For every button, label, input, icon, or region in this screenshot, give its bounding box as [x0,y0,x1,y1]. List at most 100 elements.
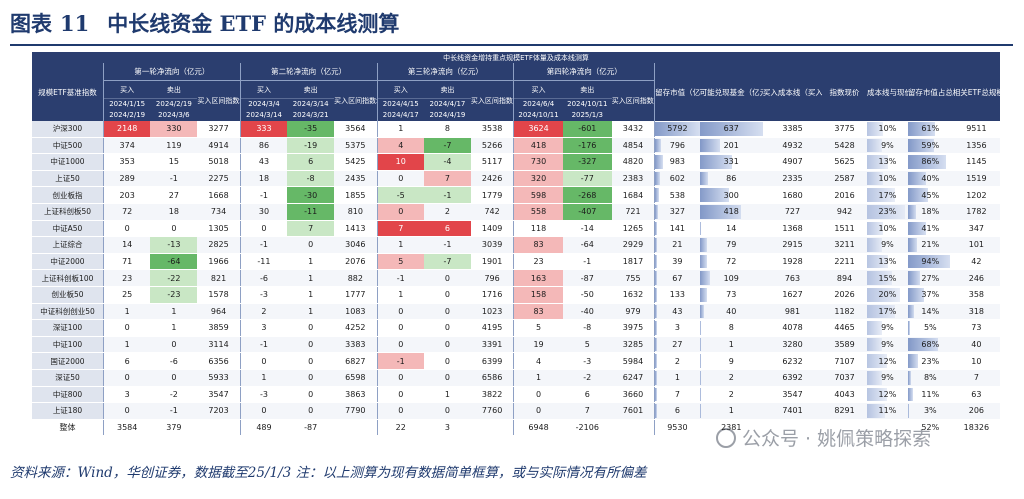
value-cell: 0 [102,402,151,420]
value-cell: 2 [699,369,763,387]
value-cell: 318 [952,303,1000,321]
value-cell: 133 [654,286,700,304]
data-bar [907,337,939,352]
data-bar [867,271,892,285]
index-name-cell: 沪深300 [32,121,104,138]
value-cell: -6 [150,352,198,370]
value-cell: 4820 [611,153,655,171]
value-cell: 7 [952,369,1000,387]
value-cell: 6827 [334,352,378,370]
value-cell: 158 [513,286,563,304]
value-cell: 0 [423,286,471,304]
table-row: 中证科创创业50 1 1 964 2 1 1083 0 0 1023 83 -40 979 43 40 981… [32,303,1000,321]
value-cell: 721 [611,203,655,221]
value-cell: 9% [867,336,908,354]
value-cell: -87 [562,269,612,287]
index-name-cell: 中证2000 [32,253,104,271]
r3-sell-period: 2024/4/17 2024/4/19 [423,98,471,121]
data-bar [655,238,657,252]
value-cell: 12% [867,386,908,404]
data-bar [907,171,926,186]
data-bar [699,122,763,136]
value-cell: 821 [197,269,241,287]
r1-range-head: 买入区间指数均价 [197,80,241,121]
data-bar [907,238,918,252]
value-cell: 1 [102,303,151,321]
value-cell: -3 [239,386,288,404]
value-cell: 2026 [822,286,868,304]
data-bar [907,155,947,169]
value-cell: 3432 [611,121,655,138]
value-cell: 63 [952,386,1000,404]
value-cell: 5% [907,319,953,337]
table-row: 中证A50 0 0 1305 0 7 1413 7 6 1409 118 -14 1265 141 14 13… [32,220,1000,238]
value-cell: 0 [287,402,335,420]
value-cell: 602 [654,170,700,188]
value-cell [867,418,908,435]
data-bar [867,404,885,418]
data-bar [867,304,895,319]
value-cell: 2383 [611,170,655,188]
value-cell: -8 [562,319,612,337]
value-cell: 3383 [334,336,378,354]
value-cell: 1305 [197,220,241,238]
data-bar [655,354,657,368]
value-cell: 3 [654,319,700,337]
value-cell: 45% [907,186,953,204]
value-cell: 882 [334,269,378,287]
value-cell: 11% [907,386,953,404]
value-cell: 1684 [611,186,655,204]
value-cell: 5792 [654,121,700,138]
value-cell: 942 [822,203,868,221]
value-cell: 4043 [822,386,868,404]
value-cell: 30 [239,203,288,221]
data-bar [699,238,708,252]
value-cell: 67 [654,269,700,287]
value-cell: 0 [287,236,335,254]
value-cell: 2211 [822,253,868,271]
data-bar [699,337,702,352]
value-cell: 4078 [762,319,823,337]
value-cell: 37% [907,286,953,304]
value-cell: 418 [699,203,763,221]
figure-number: 11 [60,11,90,36]
data-bar [699,404,702,418]
value-cell: 10% [867,121,908,138]
value-cell: 331 [699,153,763,171]
index-name-cell: 中证科创创业50 [32,303,104,321]
data-bar [655,321,657,335]
value-cell: -2106 [562,418,612,435]
data-bar [867,287,900,302]
value-cell: 21 [654,236,700,254]
value-cell: 1966 [197,253,241,271]
value-cell: 9% [867,137,908,155]
value-cell: -407 [562,203,612,221]
data-bar [867,321,882,335]
table-row: 沪深300 2148 330 3277 333 -35 3564 1 8 3538 3624 -601… [32,121,1000,138]
r4-sell-period: 2024/10/11 2025/1/3 [562,98,612,121]
value-cell: 2 [699,386,763,404]
value-cell: 1519 [952,170,1000,188]
value-cell: 2335 [762,170,823,188]
value-cell: 3547 [762,386,823,404]
value-cell: 1023 [470,303,514,321]
value-cell: 94% [907,253,953,271]
data-bar [907,254,951,269]
value-cell: 0 [287,336,335,354]
value-cell: 0 [423,402,471,420]
data-bar [655,155,663,169]
value-cell: 3211 [822,236,868,254]
value-cell: -1 [423,186,471,204]
value-cell: 1779 [470,186,514,204]
value-cell: 201 [699,137,763,155]
value-cell: 1668 [197,186,241,204]
value-cell: 0 [376,203,424,221]
value-cell: 14% [907,303,953,321]
value-cell: 0 [376,369,424,387]
value-cell: -2 [562,369,612,387]
data-bar [655,287,657,302]
table-row: 上证180 0 -1 7203 0 0 7790 0 0 7760 0 7 7601 6 1 7401 8291… [32,402,1000,420]
value-cell: 2435 [334,170,378,188]
value-cell: -40 [562,303,612,321]
value-cell: 0 [423,369,471,387]
